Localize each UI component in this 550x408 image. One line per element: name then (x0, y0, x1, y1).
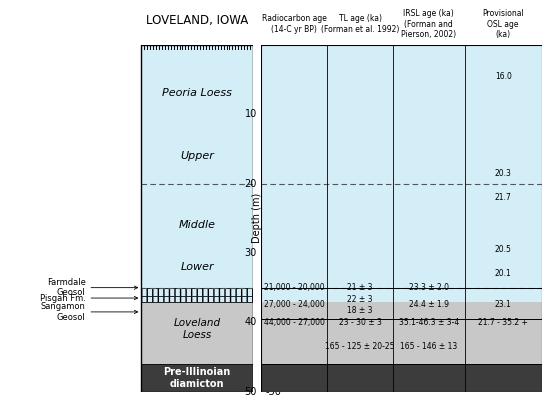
Bar (141, 45, 253, 392)
Text: 20.1: 20.1 (495, 269, 512, 278)
Text: 27,000 - 24,000: 27,000 - 24,000 (264, 300, 324, 310)
Bar (261, 364, 542, 392)
Text: Loveland
Loess: Loveland Loess (174, 319, 221, 340)
Bar (141, 45, 253, 288)
Text: 21.7: 21.7 (495, 193, 512, 202)
Text: 21 ± 3: 21 ± 3 (348, 283, 373, 292)
Text: Depth (m): Depth (m) (252, 193, 262, 244)
Text: 23 - 30 ± 3: 23 - 30 ± 3 (339, 318, 382, 327)
Text: Peoria Loess: Peoria Loess (162, 89, 232, 98)
Text: 20: 20 (245, 179, 257, 188)
Text: Sangamon
Geosol: Sangamon Geosol (41, 302, 138, 322)
Text: -50: -50 (266, 387, 282, 397)
Text: 40: 40 (245, 317, 257, 327)
Text: -10: -10 (266, 109, 282, 119)
Text: 16.0: 16.0 (495, 71, 512, 81)
Text: Provisional
OSL age
(ka): Provisional OSL age (ka) (482, 9, 524, 39)
Text: 23.3 ± 2.0: 23.3 ± 2.0 (409, 283, 449, 292)
Text: LOVELAND, IOWA: LOVELAND, IOWA (146, 14, 248, 27)
Text: 35.1-46.3 ± 3-4: 35.1-46.3 ± 3-4 (399, 318, 459, 327)
Text: 23.1: 23.1 (495, 300, 512, 310)
Bar (141, 288, 253, 296)
Text: Upper: Upper (180, 151, 214, 161)
Text: IRSL age (ka)
(Forman and
Pierson, 2002): IRSL age (ka) (Forman and Pierson, 2002) (402, 9, 456, 39)
Text: Pre-Illinoian
diamicton: Pre-Illinoian diamicton (163, 367, 231, 388)
Text: 165 - 125 ± 20-25: 165 - 125 ± 20-25 (326, 342, 395, 351)
Text: 165 - 146 ± 13: 165 - 146 ± 13 (400, 342, 458, 351)
Text: 50: 50 (245, 387, 257, 397)
Text: Middle: Middle (179, 220, 216, 230)
Bar (261, 302, 542, 364)
Bar (261, 3, 542, 45)
Text: Lower: Lower (180, 262, 214, 272)
Text: -30: -30 (266, 248, 282, 258)
Text: 30: 30 (245, 248, 257, 258)
Text: Radiocarbon age
(14-C yr BP): Radiocarbon age (14-C yr BP) (262, 14, 327, 34)
Text: 20.3: 20.3 (495, 169, 512, 178)
Text: Farmdale
Geosol: Farmdale Geosol (47, 278, 138, 297)
Bar (141, 302, 253, 364)
Text: 44,000 - 27,000: 44,000 - 27,000 (264, 318, 324, 327)
Text: 21,000 - 20,000: 21,000 - 20,000 (264, 283, 324, 292)
Text: TL age (ka)
(Forman et al. 1992): TL age (ka) (Forman et al. 1992) (321, 14, 399, 34)
Text: -20: -20 (266, 179, 282, 188)
Text: -40: -40 (266, 317, 282, 327)
Text: 24.4 ± 1.9: 24.4 ± 1.9 (409, 300, 449, 310)
Text: 22 ± 3
18 ± 3: 22 ± 3 18 ± 3 (348, 295, 373, 315)
Text: 21.7 - 35.2 +: 21.7 - 35.2 + (478, 318, 528, 327)
Text: Pisgah Fm.: Pisgah Fm. (40, 293, 138, 303)
Bar (141, 296, 253, 302)
Text: 20.5: 20.5 (495, 245, 512, 254)
Bar (141, 364, 253, 392)
Text: 10: 10 (245, 109, 257, 119)
